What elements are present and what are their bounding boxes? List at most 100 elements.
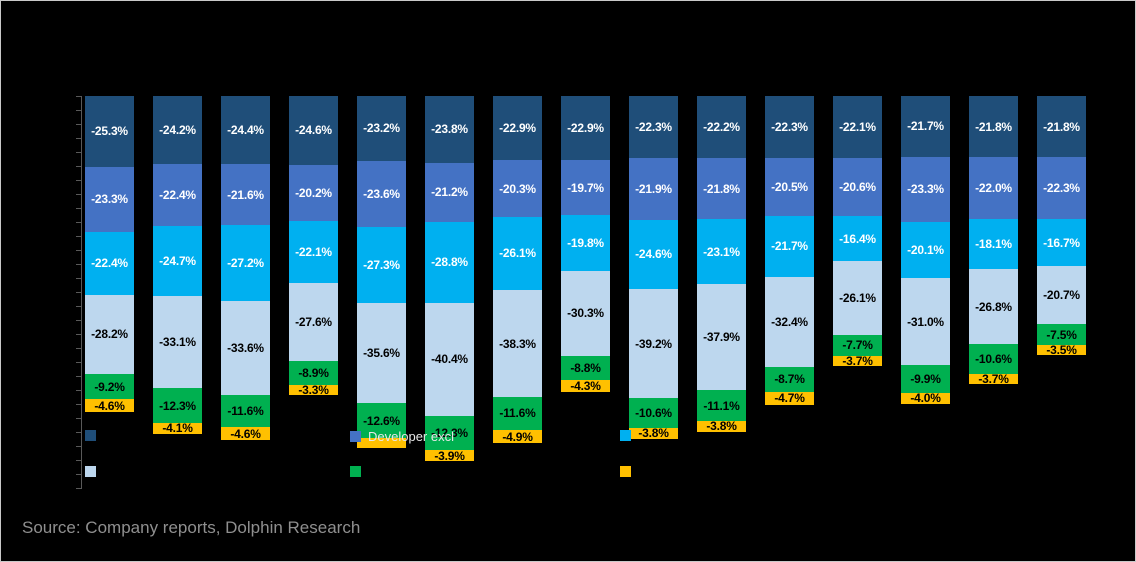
segment-value-label: -21.7% — [907, 119, 944, 134]
segment-value-label: -4.6% — [94, 398, 125, 413]
bar-segment: -10.6% — [969, 344, 1018, 374]
bar-segment: -33.1% — [153, 295, 202, 389]
segment-value-label: -27.3% — [363, 258, 400, 273]
y-axis-tick — [76, 278, 81, 279]
bar-segment: -23.3% — [85, 166, 134, 233]
bar-segment: -32.4% — [765, 276, 814, 368]
bar-segment: -11.6% — [221, 395, 270, 428]
segment-value-label: -11.6% — [499, 406, 536, 421]
bar-column: -22.3% -21.9% -24.6% -39.2% -10.6% -3.8% — [629, 96, 678, 439]
bar-segment: -8.7% — [765, 367, 814, 392]
bar-segment: -12.3% — [425, 415, 474, 451]
bar-segment: -24.7% — [153, 226, 202, 296]
bar-column: -24.4% -21.6% -27.2% -33.6% -11.6% -4.6% — [221, 96, 270, 441]
segment-value-label: -7.7% — [842, 338, 873, 353]
segment-value-label: -11.6% — [227, 404, 264, 419]
bar-segment: -4.9% — [493, 429, 542, 444]
bar-segment: -19.7% — [561, 160, 610, 216]
y-axis-tick — [76, 418, 81, 419]
segment-value-label: -21.2% — [431, 185, 468, 200]
segment-value-label: -24.6% — [635, 247, 672, 262]
legend-item — [350, 466, 368, 477]
segment-value-label: -26.1% — [499, 246, 536, 261]
segment-value-label: -22.4% — [159, 188, 196, 203]
segment-value-label: -38.3% — [499, 336, 536, 351]
segment-value-label: -12.3% — [431, 425, 468, 440]
bar-segment: -26.1% — [833, 261, 882, 335]
bar-segment: -22.1% — [833, 96, 882, 158]
bar-segment: -21.8% — [697, 158, 746, 220]
y-axis-tick — [76, 124, 81, 125]
y-axis-tick — [76, 208, 81, 209]
bar-column: -21.8% -22.3% -16.7% -20.7% -7.5% -3.5% — [1037, 96, 1086, 358]
legend-item: Developer excl — [350, 430, 454, 443]
bar-segment: -21.7% — [901, 96, 950, 157]
segment-value-label: -22.4% — [91, 256, 128, 271]
bar-segment: -22.0% — [969, 157, 1018, 219]
bar-segment: -28.8% — [425, 221, 474, 303]
segment-value-label: -22.3% — [635, 120, 672, 135]
bar-segment: -24.6% — [289, 96, 338, 165]
segment-value-label: -28.8% — [431, 255, 468, 270]
segment-value-label: -16.4% — [839, 231, 876, 246]
bar-column: -22.3% -20.5% -21.7% -32.4% -8.7% -4.7% — [765, 96, 814, 405]
segment-value-label: -21.9% — [635, 182, 672, 197]
y-axis-tick — [76, 292, 81, 293]
bar-segment: -26.8% — [969, 269, 1018, 345]
y-axis-tick — [76, 376, 81, 377]
segment-value-label: -27.6% — [295, 314, 332, 329]
y-axis-tick — [76, 96, 81, 97]
bar-segment: -39.2% — [629, 288, 678, 399]
segment-value-label: -20.7% — [1043, 288, 1080, 303]
segment-value-label: -24.4% — [227, 123, 264, 138]
y-axis-tick — [76, 362, 81, 363]
bar-segment: -20.2% — [289, 164, 338, 222]
y-axis-tick — [76, 432, 81, 433]
segment-value-label: -3.5% — [1046, 343, 1077, 358]
bar-segment: -23.2% — [357, 96, 406, 161]
segment-value-label: -20.2% — [295, 186, 332, 201]
segment-value-label: -4.0% — [910, 391, 941, 406]
y-axis-tick — [76, 320, 81, 321]
segment-value-label: -22.1% — [839, 119, 876, 134]
bar-column: -22.9% -19.7% -19.8% -30.3% -8.8% -4.3% — [561, 96, 610, 393]
bar-segment: -8.9% — [289, 360, 338, 386]
segment-value-label: -20.3% — [499, 181, 536, 196]
y-axis-tick — [76, 194, 81, 195]
segment-value-label: -19.8% — [567, 235, 604, 250]
bar-segment: -22.3% — [629, 96, 678, 159]
segment-value-label: -21.8% — [975, 119, 1012, 134]
bar-segment: -4.6% — [85, 398, 134, 413]
segment-value-label: -40.4% — [431, 352, 468, 367]
bar-segment: -40.4% — [425, 302, 474, 416]
y-axis-tick — [76, 166, 81, 167]
bar-segment: -12.6% — [357, 403, 406, 439]
bar-segment: -3.8% — [629, 427, 678, 439]
bar-segment: -9.9% — [901, 365, 950, 393]
segment-value-label: -26.1% — [839, 290, 876, 305]
bar-segment: -9.2% — [85, 373, 134, 400]
y-axis-tick — [76, 446, 81, 447]
segment-value-label: -4.7% — [774, 391, 805, 406]
bar-column: -24.2% -22.4% -24.7% -33.1% -12.3% -4.1% — [153, 96, 202, 434]
legend-item — [85, 430, 103, 441]
bar-segment: -23.6% — [357, 160, 406, 228]
y-axis-tick — [76, 110, 81, 111]
segment-value-label: -27.2% — [227, 255, 264, 270]
bar-segment: -37.9% — [697, 283, 746, 390]
bar-segment: -21.7% — [765, 215, 814, 277]
bar-segment: -27.3% — [357, 227, 406, 304]
segment-value-label: -21.8% — [703, 181, 740, 196]
bar-segment: -30.3% — [561, 270, 610, 356]
y-axis — [69, 96, 82, 489]
y-axis-tick — [76, 250, 81, 251]
y-axis-tick — [76, 138, 81, 139]
segment-value-label: -22.3% — [1043, 181, 1080, 196]
bar-column: -22.1% -20.6% -16.4% -26.1% -7.7% -3.7% — [833, 96, 882, 367]
legend-swatch — [620, 430, 631, 441]
bar-segment: -28.2% — [85, 294, 134, 374]
segment-value-label: -22.9% — [567, 121, 604, 136]
bar-segment: -7.7% — [833, 334, 882, 357]
bar-segment: -23.8% — [425, 96, 474, 163]
bar-segment: -33.6% — [221, 300, 270, 396]
